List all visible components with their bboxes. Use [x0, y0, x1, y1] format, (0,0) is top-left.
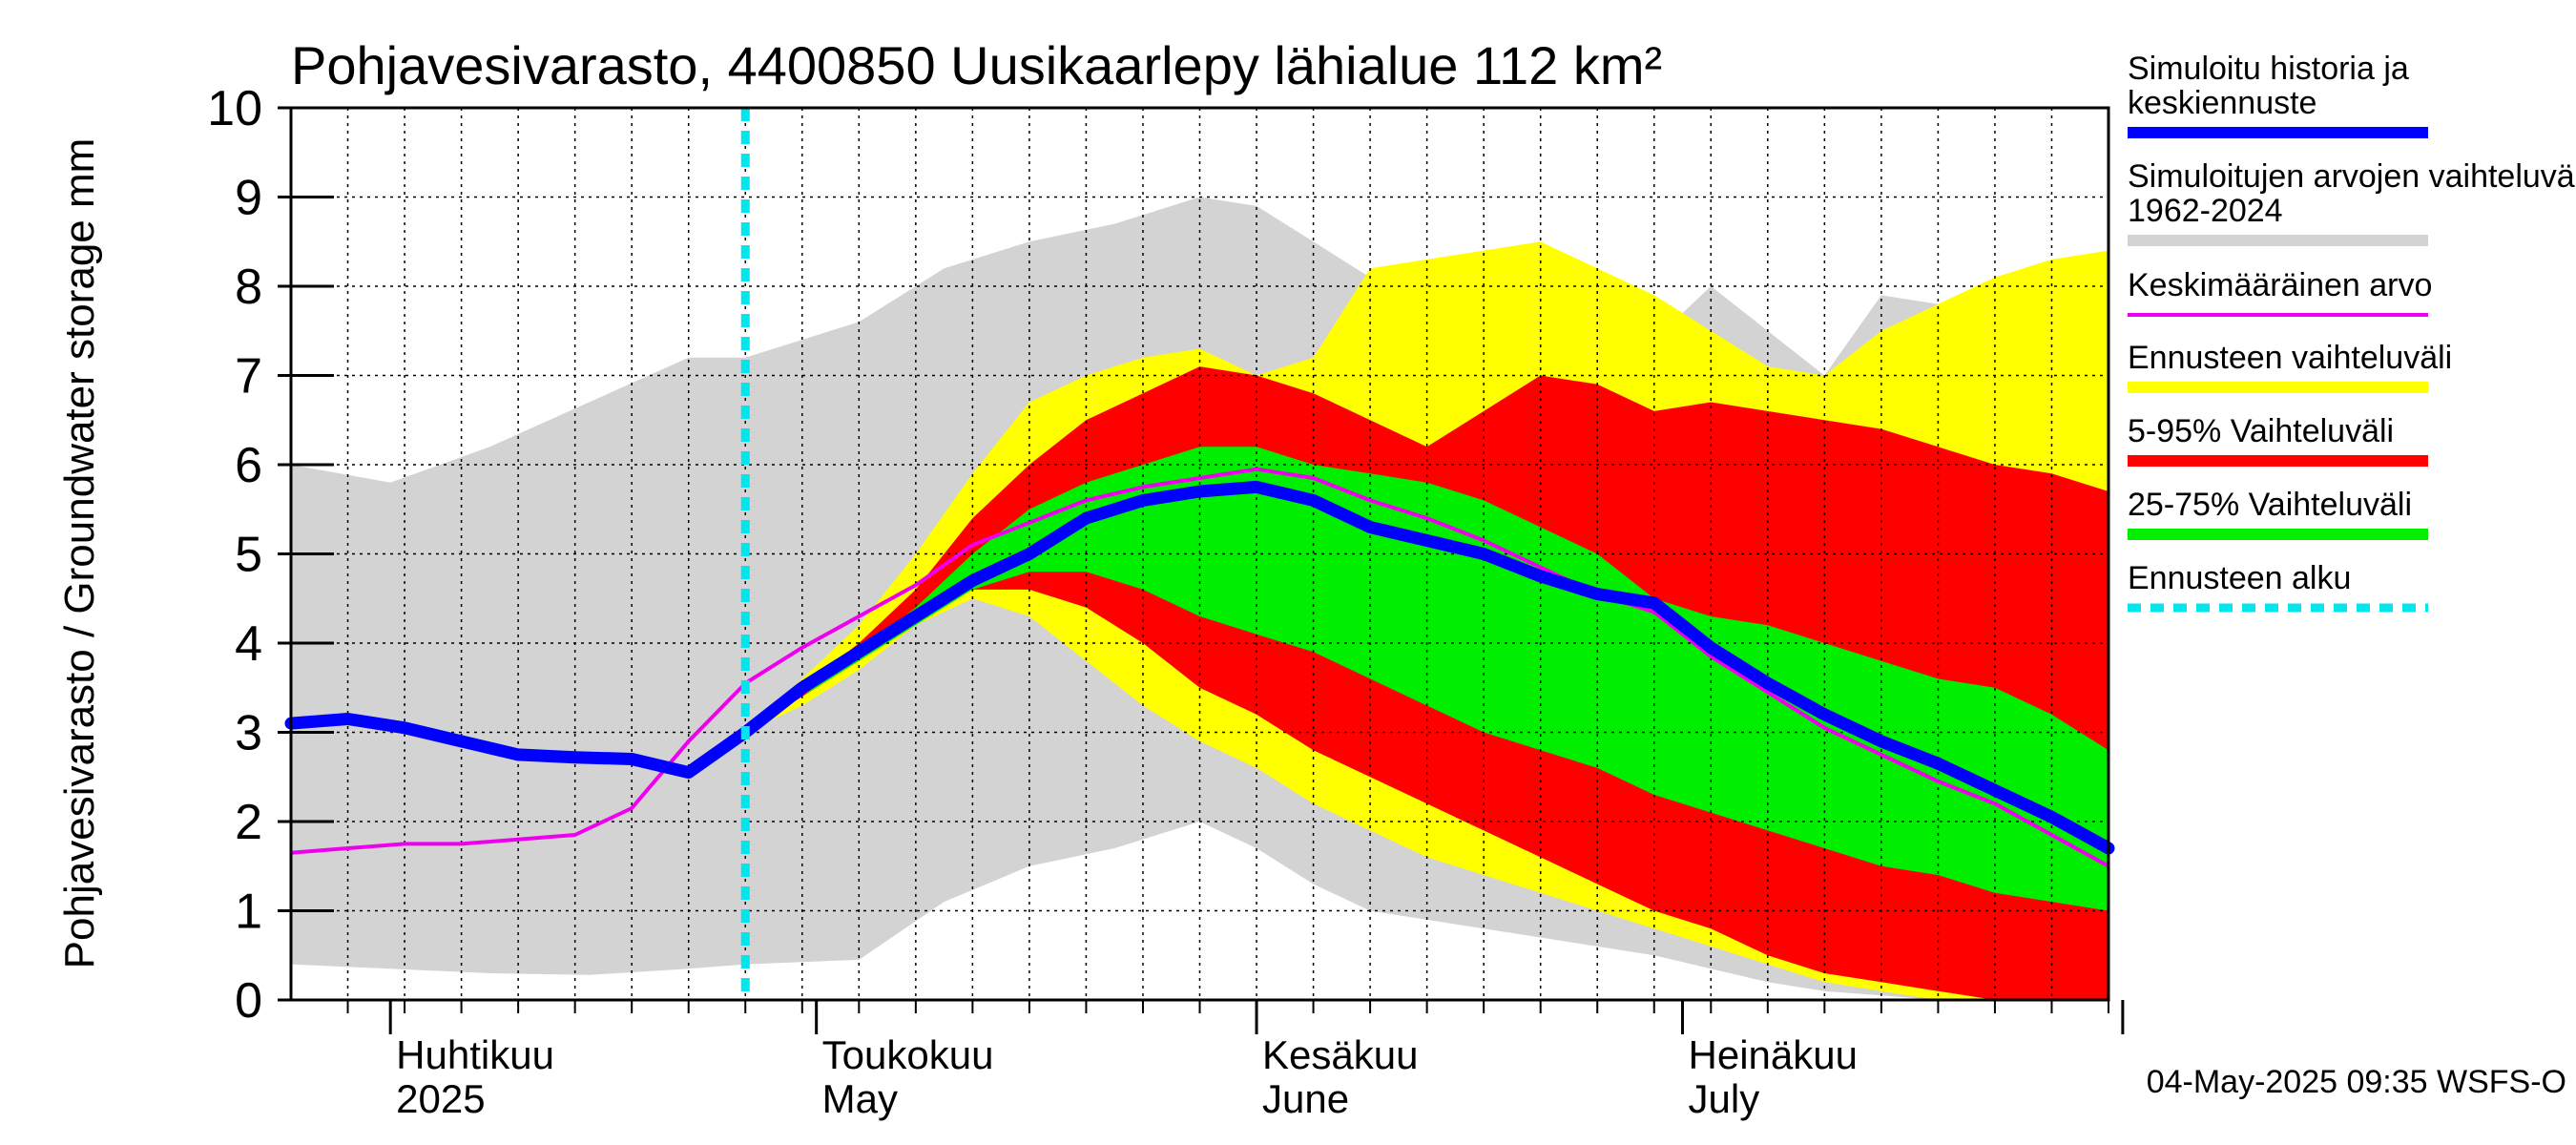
- y-tick-label: 3: [235, 706, 262, 761]
- footer-timestamp: 04-May-2025 09:35 WSFS-O: [2147, 1064, 2566, 1100]
- lines-layer: [284, 108, 2115, 1000]
- y-tick-label: 7: [235, 349, 262, 405]
- legend-label: 5-95% Vaihteluväli: [2128, 413, 2394, 449]
- chart-title: Pohjavesivarasto, 4400850 Uusikaarlepy l…: [291, 35, 1662, 95]
- y-tick-label: 1: [235, 885, 262, 940]
- month-label-fi: Heinäkuu: [1689, 1032, 1858, 1077]
- band-p25-75: [745, 447, 2109, 911]
- legend-label: 1962-2024: [2128, 193, 2283, 229]
- y-tick-label: 5: [235, 528, 262, 583]
- legend-label: Ennusteen alku: [2128, 560, 2351, 596]
- month-label-fi: Toukokuu: [822, 1032, 994, 1077]
- simulated-line: [284, 480, 2115, 855]
- y-tick-label: 4: [235, 616, 262, 672]
- y-tick-label: 8: [235, 260, 262, 315]
- y-tick-label: 9: [235, 171, 262, 226]
- legend-label: Simuloitujen arvojen vaihteluväli: [2128, 158, 2576, 195]
- legend-label: 25-75% Vaihteluväli: [2128, 487, 2412, 523]
- y-axis-label: Pohjavesivarasto / Groundwater storage m…: [56, 138, 103, 969]
- month-label-fi: Huhtikuu: [396, 1032, 554, 1077]
- y-tick-label: 6: [235, 438, 262, 493]
- month-label-fi: Kesäkuu: [1262, 1032, 1418, 1077]
- grid-layer: [291, 108, 2109, 1000]
- mean-line: [290, 467, 2109, 868]
- y-tick-label: 10: [207, 81, 262, 136]
- month-label-en: 2025: [396, 1076, 485, 1121]
- legend-label: Ennusteen vaihteluväli: [2128, 340, 2452, 376]
- legend-label: Keskimääräinen arvo: [2128, 267, 2432, 303]
- month-label-en: June: [1262, 1076, 1349, 1121]
- legend-label: keskiennuste: [2128, 85, 2316, 121]
- month-label-en: May: [822, 1076, 898, 1121]
- y-tick-label: 0: [235, 973, 262, 1029]
- y-tick-label: 2: [235, 795, 262, 850]
- legend-label: Simuloitu historia ja: [2128, 51, 2409, 87]
- month-label-en: July: [1689, 1076, 1760, 1121]
